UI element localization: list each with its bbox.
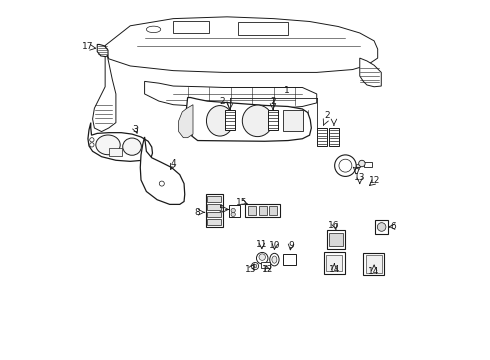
Circle shape: [90, 138, 94, 142]
Polygon shape: [140, 137, 185, 204]
Circle shape: [377, 223, 386, 231]
Bar: [224, 110, 235, 130]
Bar: [283, 110, 303, 131]
Text: 7: 7: [354, 167, 360, 176]
Bar: [318, 129, 326, 145]
Circle shape: [335, 155, 356, 176]
Text: 17: 17: [81, 42, 93, 51]
Bar: [225, 111, 235, 129]
Bar: [109, 148, 122, 156]
Bar: [238, 22, 288, 35]
Bar: [366, 255, 382, 273]
Circle shape: [259, 254, 266, 260]
Text: 8: 8: [195, 208, 200, 217]
Bar: [329, 233, 343, 246]
Circle shape: [231, 208, 235, 213]
Bar: [248, 206, 256, 215]
Ellipse shape: [147, 26, 161, 33]
Bar: [268, 110, 278, 130]
Text: 5: 5: [218, 205, 224, 214]
Polygon shape: [93, 45, 116, 132]
Ellipse shape: [159, 181, 164, 186]
Text: 16: 16: [328, 221, 340, 230]
Bar: [326, 255, 342, 271]
Bar: [283, 254, 296, 265]
Polygon shape: [179, 105, 193, 138]
Text: 9: 9: [288, 241, 294, 250]
Bar: [207, 204, 221, 210]
Ellipse shape: [243, 105, 273, 136]
Bar: [205, 194, 223, 227]
Circle shape: [359, 160, 365, 167]
Bar: [327, 230, 345, 249]
Text: 6: 6: [390, 222, 396, 231]
Bar: [262, 262, 270, 268]
Text: 13: 13: [354, 173, 366, 182]
Text: 15: 15: [236, 198, 247, 207]
Bar: [207, 197, 221, 202]
Text: 3: 3: [133, 125, 139, 134]
Bar: [324, 252, 344, 274]
Bar: [329, 129, 339, 145]
Polygon shape: [145, 81, 317, 109]
Text: 1: 1: [284, 86, 290, 95]
Bar: [330, 129, 338, 145]
Ellipse shape: [206, 105, 233, 136]
Circle shape: [231, 212, 235, 217]
Ellipse shape: [96, 135, 120, 155]
Text: 4: 4: [171, 159, 176, 168]
Text: 10: 10: [269, 241, 280, 250]
Circle shape: [90, 143, 94, 147]
Text: 12: 12: [262, 265, 273, 274]
Bar: [364, 253, 384, 275]
Bar: [317, 129, 327, 145]
Circle shape: [253, 264, 257, 268]
Bar: [364, 162, 372, 167]
Bar: [207, 212, 221, 217]
Bar: [375, 220, 389, 234]
Bar: [259, 206, 267, 215]
Bar: [356, 164, 361, 167]
Text: 2: 2: [325, 111, 330, 120]
Bar: [229, 205, 240, 217]
Text: 13: 13: [245, 265, 256, 274]
Circle shape: [256, 252, 268, 264]
Text: 12: 12: [369, 176, 381, 185]
Bar: [207, 219, 221, 225]
Polygon shape: [105, 17, 378, 72]
Text: 11: 11: [256, 240, 268, 249]
Bar: [245, 204, 280, 217]
Bar: [269, 111, 278, 129]
Ellipse shape: [270, 253, 279, 266]
Text: 2: 2: [270, 96, 276, 105]
Circle shape: [339, 159, 352, 172]
Bar: [173, 22, 209, 33]
Ellipse shape: [272, 256, 277, 263]
Ellipse shape: [122, 138, 141, 155]
Polygon shape: [186, 98, 311, 141]
Text: 2: 2: [219, 96, 224, 105]
Polygon shape: [360, 58, 381, 87]
Text: 14: 14: [368, 267, 380, 276]
Circle shape: [251, 262, 259, 270]
Polygon shape: [88, 123, 152, 161]
Text: 14: 14: [329, 265, 340, 274]
Bar: [270, 206, 277, 215]
Polygon shape: [97, 44, 108, 57]
